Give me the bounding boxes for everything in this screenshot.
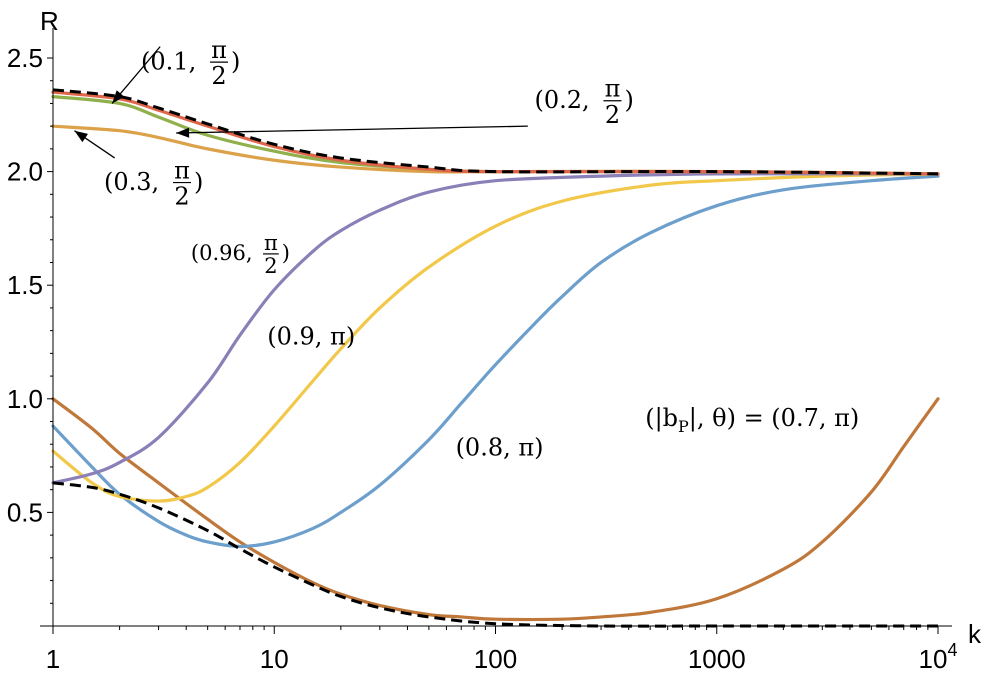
y-tick-label-4: 2.5	[7, 43, 43, 73]
y-axis-label: R	[40, 6, 59, 36]
x-tick-label-4: 104	[919, 640, 958, 674]
x-axis: 1 10 100 1000 104	[40, 625, 958, 674]
annotation-a05: (0.9, π)	[267, 322, 355, 350]
annotation-a01: (0.1, π2)	[141, 36, 240, 90]
annotation-head: (0.3,	[104, 168, 159, 196]
annotation-a03: (0.3, π2)	[104, 156, 203, 210]
x-tick-label-text: 10	[260, 644, 289, 674]
annotations: (0.1, π2)(0.2, π2)(0.3, π2)(0.96, π2)(0.9, π…	[104, 36, 859, 462]
annotation-head: (0.1,	[141, 47, 196, 75]
annotation-arrows	[74, 46, 528, 159]
y-tick-label-0: 0.5	[7, 497, 43, 527]
annotation-tail: )	[231, 47, 240, 75]
annotation-tail: )	[624, 86, 633, 114]
annotation-denominator: 2	[174, 183, 189, 211]
annotation-a06: (0.8, π)	[456, 434, 544, 462]
annotation-part-text: (0.9, π)	[267, 322, 355, 350]
x-axis-label: k	[968, 619, 982, 649]
annotation-denominator: 2	[605, 101, 620, 129]
dashed-curve-7	[52, 88, 939, 176]
x-tick-label-text: 1000	[688, 644, 746, 674]
annotation-arrowhead-1	[176, 127, 190, 138]
y-axis: 0.5 1.0 1.5 2.0 2.5	[7, 28, 54, 632]
annotation-numerator: π	[211, 36, 227, 64]
annotation-head: (0.96,	[191, 241, 253, 265]
annotation-text: (|bP|, θ) = (0.7, π)	[645, 404, 859, 436]
annotation-a07: (|bP|, θ) = (0.7, π)	[645, 404, 859, 436]
x-tick-label-0: 1	[46, 644, 60, 674]
annotation-numerator: π	[174, 156, 190, 184]
y-tick-label-3: 2.0	[7, 157, 43, 187]
series-line-6	[51, 397, 940, 622]
x-tick-label-text: 100	[474, 644, 517, 674]
x-tick-label-exponent: 4	[947, 640, 957, 660]
annotation-arrowhead-0	[112, 90, 125, 104]
annotation-a04: (0.96, π2)	[191, 231, 290, 278]
annotation-denominator: 2	[264, 254, 277, 278]
dashed-limit-curves	[52, 88, 939, 628]
x-tick-label-3: 1000	[688, 644, 746, 674]
annotation-arrowhead-2	[74, 130, 89, 143]
series-line-5	[51, 174, 940, 549]
annotation-arrow-1	[176, 125, 528, 134]
series-line-4	[51, 172, 940, 503]
annotation-numerator: π	[264, 231, 278, 255]
x-tick-label-text: 1	[46, 644, 60, 674]
annotation-text: (0.8, π)	[456, 434, 544, 462]
annotation-numerator: π	[605, 74, 621, 102]
annotation-tail: )	[282, 241, 290, 265]
x-tick-label-1: 10	[260, 644, 289, 674]
annotation-part-sub: P	[678, 417, 689, 436]
annotation-a02: (0.2, π2)	[534, 74, 633, 128]
annotation-part-text: (|b	[645, 404, 678, 433]
x-tick-label-2: 100	[474, 644, 517, 674]
y-tick-label-2: 1.5	[7, 270, 43, 300]
annotation-part-text: (0.8, π)	[456, 434, 544, 462]
series-line-3	[51, 172, 940, 485]
plot-series	[51, 90, 940, 622]
x-tick-label-text: 10	[919, 644, 948, 674]
y-tick-label-1: 1.0	[7, 384, 43, 414]
annotation-text: (0.9, π)	[267, 322, 355, 350]
annotation-head: (0.2,	[534, 86, 589, 114]
annotation-tail: )	[194, 168, 203, 196]
annotation-denominator: 2	[211, 62, 226, 90]
dashed-curve-8	[52, 481, 938, 628]
annotation-part-text2: |, θ) = (0.7, π)	[689, 404, 859, 433]
